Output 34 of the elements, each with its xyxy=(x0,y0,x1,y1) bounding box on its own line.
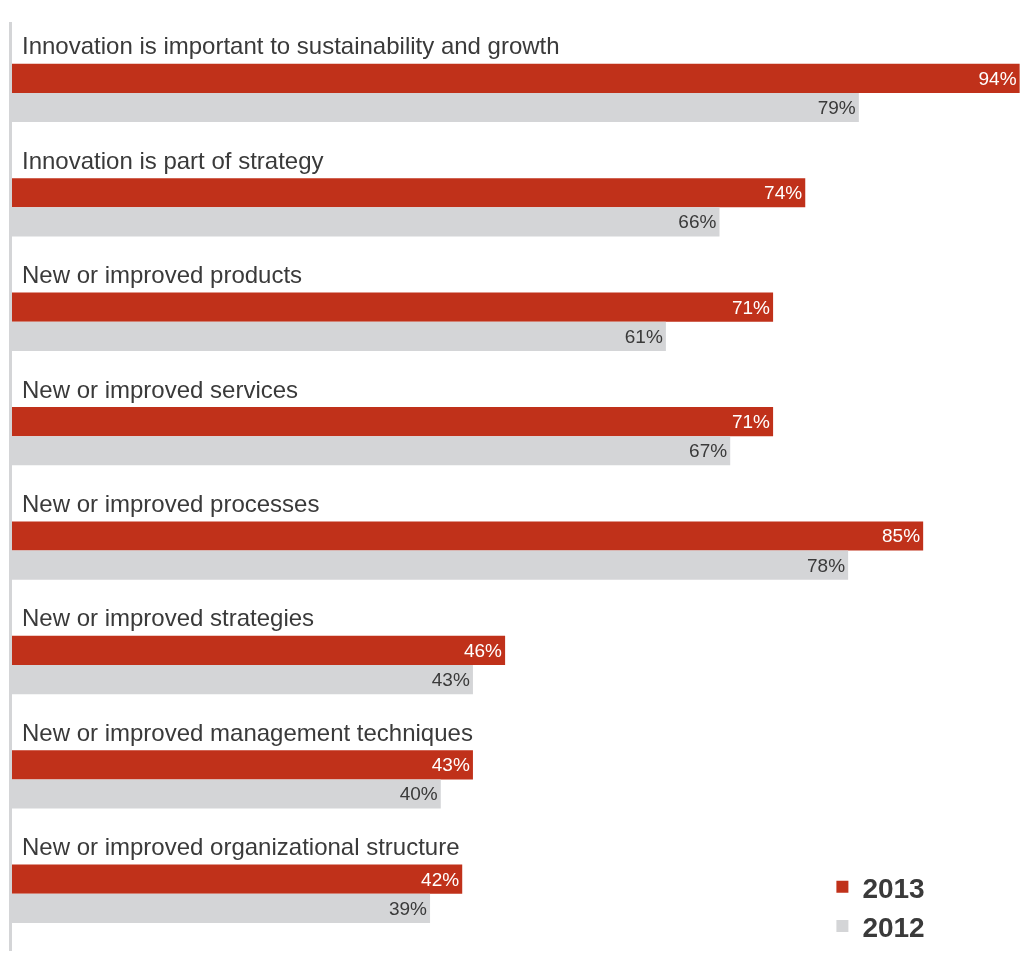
bar xyxy=(12,864,463,894)
y-tick-label: New or improved management techniques xyxy=(22,719,473,746)
data-label: 43% xyxy=(431,669,470,691)
y-tick-label: Innovation is important to sustainability and growth xyxy=(22,32,560,59)
y-tick-label: Innovation is part of strategy xyxy=(22,147,324,174)
data-label: 74% xyxy=(764,182,803,204)
data-label: 71% xyxy=(731,296,771,318)
data-label: 79% xyxy=(817,97,856,119)
bar xyxy=(12,178,806,208)
data-label: 94% xyxy=(978,67,1017,89)
data-label: 40% xyxy=(399,783,438,805)
data-label: 39% xyxy=(388,897,428,919)
bar xyxy=(12,521,924,551)
bar xyxy=(12,635,506,665)
data-label: 46% xyxy=(463,639,503,661)
y-tick-label: New or improved products xyxy=(22,261,303,288)
bar xyxy=(12,63,1020,93)
data-label: 78% xyxy=(807,554,846,576)
legend-label: 2012 xyxy=(862,912,925,944)
data-label: 61% xyxy=(624,325,663,347)
data-label: 71% xyxy=(731,411,771,433)
data-label: 85% xyxy=(882,525,921,547)
legend-label: 2013 xyxy=(862,872,925,904)
bar xyxy=(12,750,473,780)
bar xyxy=(12,292,774,322)
data-label: 66% xyxy=(678,211,717,233)
y-tick-label: New or improved organizational structure xyxy=(22,833,460,860)
data-label: 42% xyxy=(421,868,460,890)
data-label: 67% xyxy=(689,440,728,462)
y-tick-label: New or improved services xyxy=(22,376,299,403)
bar xyxy=(12,406,774,437)
data-label: 43% xyxy=(431,754,470,776)
y-tick-label: New or improved processes xyxy=(22,490,320,517)
y-tick-label: New or improved strategies xyxy=(22,604,315,631)
